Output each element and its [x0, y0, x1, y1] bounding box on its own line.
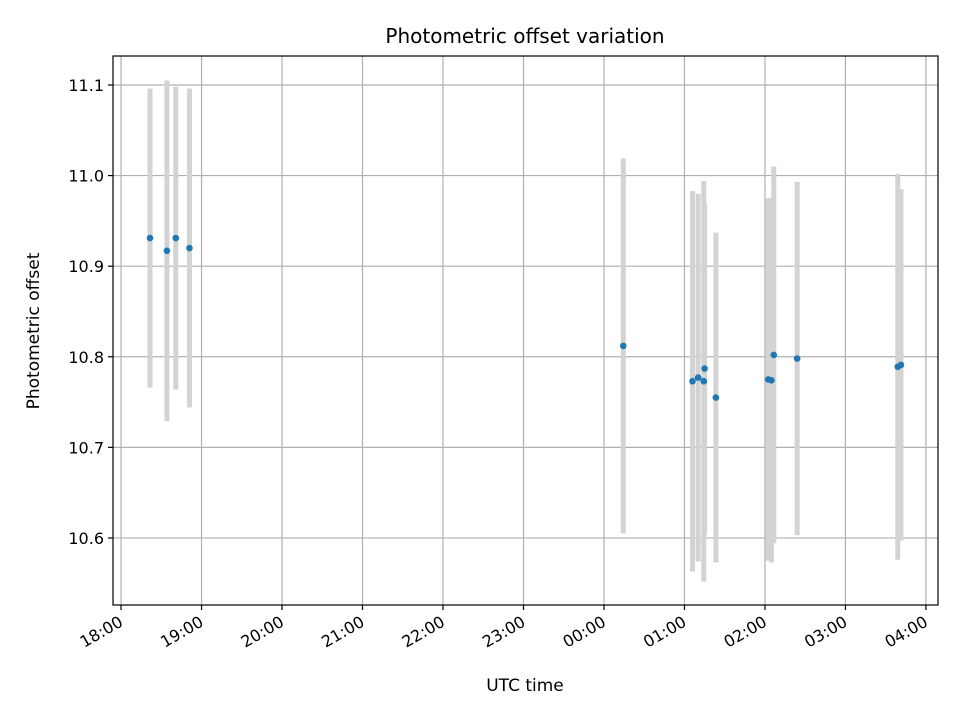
- data-point: [619, 342, 627, 350]
- data-point: [146, 234, 154, 242]
- data-point: [694, 374, 702, 381]
- data-point: [770, 351, 778, 359]
- data-point: [768, 377, 775, 384]
- plot-frame: [112, 55, 939, 606]
- x-axis-title: UTC time: [486, 676, 564, 696]
- y-tick-label: 10.8: [68, 348, 104, 367]
- data-point: [163, 247, 171, 255]
- y-axis: 10.6 10.7 10.8 10.9 11.0 11.1: [68, 76, 113, 548]
- data-point: [700, 377, 708, 385]
- data-points: [146, 234, 905, 401]
- y-axis-title: Photometric offset: [24, 252, 44, 409]
- data-point: [712, 394, 720, 401]
- data-point: [172, 234, 180, 242]
- grid: [113, 56, 938, 605]
- y-tick-label: 10.7: [68, 438, 104, 457]
- y-tick-label: 10.6: [68, 529, 104, 548]
- chart-title: Photometric offset variation: [385, 24, 664, 48]
- y-tick-label: 10.9: [68, 257, 104, 276]
- y-tick-label: 11.0: [68, 167, 104, 186]
- data-point: [793, 355, 801, 362]
- y-tick-label: 11.1: [68, 76, 104, 95]
- data-point: [897, 361, 905, 369]
- data-point: [701, 365, 708, 372]
- data-point: [186, 244, 193, 252]
- data-point: [689, 377, 696, 385]
